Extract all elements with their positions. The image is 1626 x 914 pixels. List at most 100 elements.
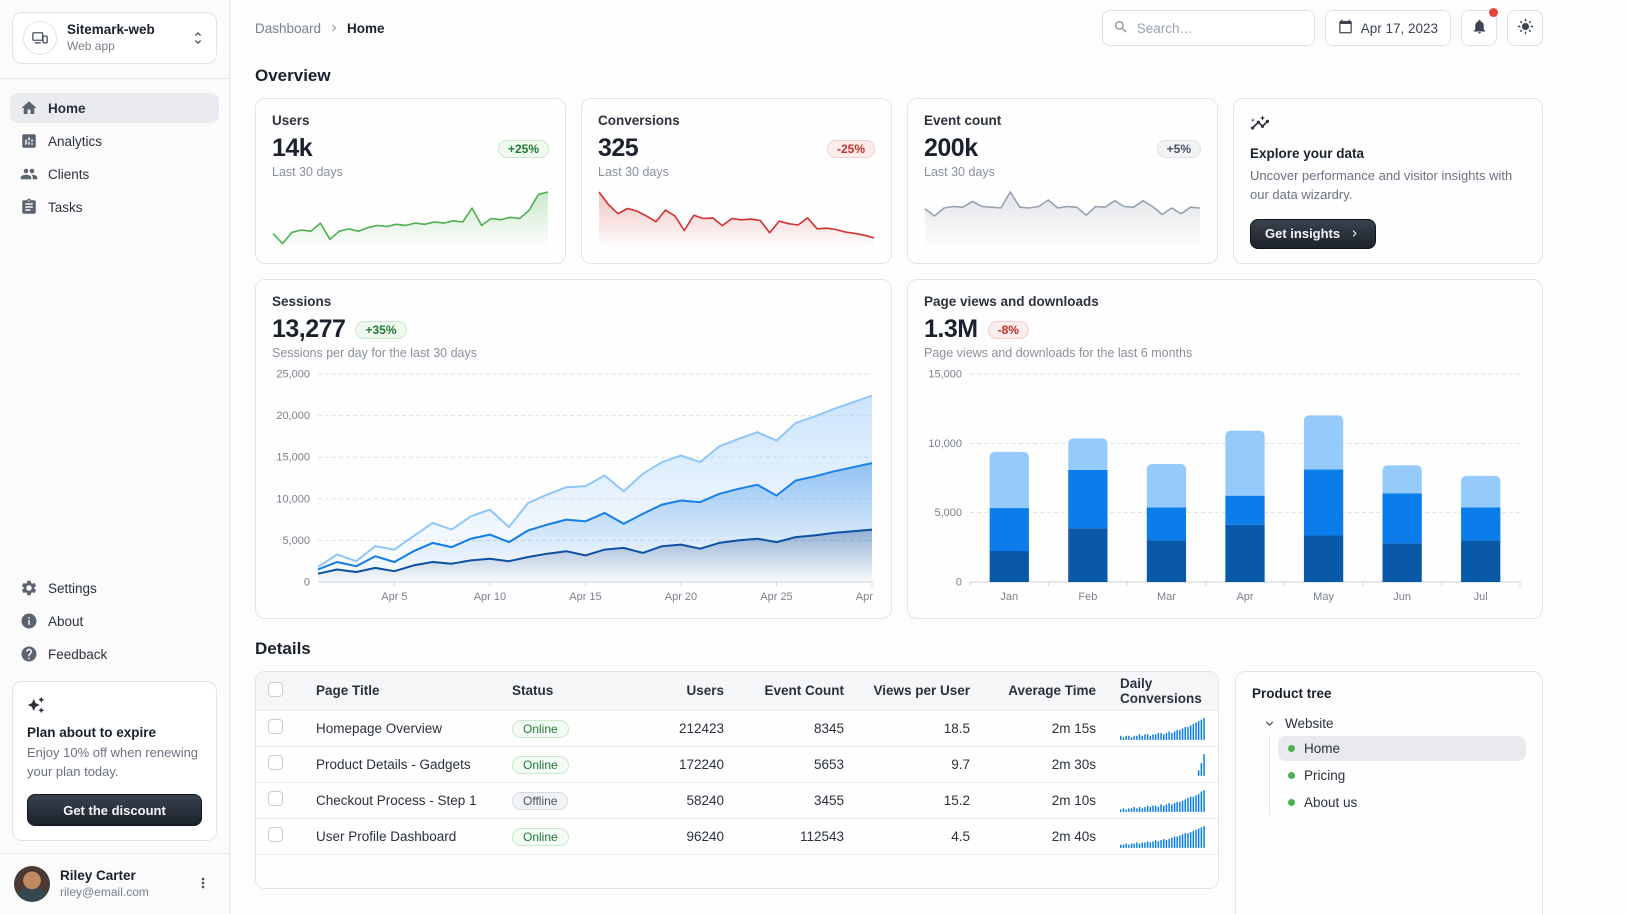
green-dot-icon <box>1288 772 1295 779</box>
col-daily-conversions[interactable]: Daily Conversions <box>1108 672 1218 710</box>
table-row[interactable]: User Profile Dashboard Online 96240 1125… <box>256 817 1218 854</box>
search-box <box>1101 10 1315 46</box>
green-dot-icon <box>1288 745 1295 752</box>
workspace-type: Web app <box>67 38 115 53</box>
col-status[interactable]: Status <box>500 672 596 710</box>
trend-chip: -25% <box>826 139 875 158</box>
sidebar-item-clients[interactable]: Clients <box>10 159 219 189</box>
header-controls: Apr 17, 2023 <box>1101 8 1543 46</box>
explore-body: Uncover performance and visitor insights… <box>1250 168 1513 202</box>
sidebar-item-label: Tasks <box>48 199 83 215</box>
unfold-more-icon <box>190 30 206 46</box>
user-profile-row: Riley Carter riley@email.com <box>0 853 229 914</box>
stat-title: Conversions <box>598 113 680 128</box>
table-row[interactable]: Product Details - Gadgets Online 172240 … <box>256 745 1218 782</box>
pageviews-title: Page views and downloads <box>924 294 1099 309</box>
col-event-count[interactable]: Event Count <box>736 672 856 710</box>
svg-text:Mar: Mar <box>1157 591 1176 603</box>
sessions-subtitle: Sessions per day for the last 30 days <box>272 346 477 360</box>
search-input[interactable] <box>1136 20 1304 36</box>
sidebar-secondary-nav: Settings About Feedback <box>0 559 229 669</box>
sidebar-item-label: Analytics <box>48 133 103 149</box>
user-options-button[interactable] <box>191 872 215 896</box>
sessions-value: 13,277 <box>272 315 346 343</box>
sparkle-icon <box>27 696 202 717</box>
sidebar-item-settings[interactable]: Settings <box>10 573 219 603</box>
stat-title: Event count <box>924 113 1002 128</box>
cell-average-time: 2m 10s <box>982 781 1108 818</box>
user-name: Riley Carter <box>60 868 136 884</box>
help-icon <box>20 645 38 663</box>
charts-row: Sessions 13,277 +35% Sessions per day fo… <box>255 279 1543 619</box>
theme-toggle-button[interactable] <box>1507 10 1543 46</box>
cell-event-count: 8345 <box>736 709 856 746</box>
select-all-checkbox[interactable] <box>268 681 283 697</box>
cell-average-time: 2m 40s <box>982 817 1108 854</box>
svg-text:15,000: 15,000 <box>928 369 962 381</box>
svg-text:10,000: 10,000 <box>928 438 962 450</box>
insights-icon <box>1250 113 1270 136</box>
breadcrumb-dashboard[interactable]: Dashboard <box>255 20 322 36</box>
sidebar-item-tasks[interactable]: Tasks <box>10 192 219 222</box>
col-average-time[interactable]: Average Time <box>982 672 1108 710</box>
table-row[interactable]: Checkout Process - Step 1 Offline 58240 … <box>256 781 1218 818</box>
date-picker-button[interactable]: Apr 17, 2023 <box>1324 10 1451 46</box>
sidebar-item-about[interactable]: About <box>10 606 219 636</box>
user-meta: Riley Carter riley@email.com <box>60 867 181 900</box>
svg-text:Apr: Apr <box>1236 591 1253 603</box>
table-row[interactable]: Homepage Overview Online 212423 8345 18.… <box>256 709 1218 746</box>
col-page-title[interactable]: Page Title <box>304 672 500 710</box>
tree-item-about-us[interactable]: About us <box>1278 790 1526 815</box>
sidebar-item-home[interactable]: Home <box>10 93 219 123</box>
row-checkbox[interactable] <box>268 719 283 734</box>
overview-title: Overview <box>255 66 331 85</box>
stat-card-conversions[interactable]: Conversions 325 -25% Last 30 days <box>581 98 892 264</box>
notifications-button[interactable] <box>1461 8 1498 46</box>
workspace-select[interactable]: Sitemark-web Web app <box>12 12 217 64</box>
product-tree-card: Product tree Website Home Pricing <box>1235 671 1543 914</box>
sessions-chart-card: Sessions 13,277 +35% Sessions per day fo… <box>255 279 892 619</box>
tree-item-home[interactable]: Home <box>1278 736 1526 761</box>
row-checkbox[interactable] <box>268 755 283 770</box>
daily-conversions-sparkline <box>1120 824 1206 849</box>
stat-title: Users <box>272 113 310 128</box>
stat-card-event-count[interactable]: Event count 200k +5% Last 30 days <box>907 98 1218 264</box>
col-views-per-user[interactable]: Views per User <box>856 672 982 710</box>
status-badge: Offline <box>512 791 569 810</box>
avatar <box>14 866 50 902</box>
cell-views-per-user: 9.7 <box>856 745 982 782</box>
svg-text:Apr 5: Apr 5 <box>381 591 407 603</box>
green-dot-icon <box>1288 799 1295 806</box>
stat-interval: Last 30 days <box>598 165 669 179</box>
breadcrumb: Dashboard Home <box>255 21 385 36</box>
tree-item-pricing[interactable]: Pricing <box>1278 763 1526 788</box>
devices-icon <box>23 21 57 55</box>
get-insights-button[interactable]: Get insights <box>1250 218 1377 249</box>
cell-average-time: 2m 15s <box>982 709 1108 746</box>
col-users[interactable]: Users <box>596 672 736 710</box>
daily-conversions-sparkline <box>1120 752 1206 776</box>
sidebar-item-feedback[interactable]: Feedback <box>10 639 219 669</box>
svg-text:Jan: Jan <box>1000 591 1018 603</box>
tree-node-website[interactable]: Website <box>1252 711 1526 736</box>
main-content: Dashboard Home Apr 17, 2023 <box>230 0 1626 914</box>
stat-card-users[interactable]: Users 14k +25% Last 30 days <box>255 98 566 264</box>
pageviews-subtitle: Page views and downloads for the last 6 … <box>924 346 1193 360</box>
explore-title: Explore your data <box>1250 146 1365 161</box>
stat-value: 14k <box>272 134 313 162</box>
product-tree-title: Product tree <box>1252 686 1332 701</box>
row-checkbox[interactable] <box>268 827 283 843</box>
sidebar-item-analytics[interactable]: Analytics <box>10 126 219 156</box>
row-checkbox[interactable] <box>268 791 283 806</box>
daily-conversions-sparkline <box>1120 716 1206 740</box>
plan-body: Enjoy 10% off when renewing your plan to… <box>27 745 199 780</box>
status-badge: Online <box>512 719 569 738</box>
status-badge: Online <box>512 755 569 774</box>
cell-average-time: 2m 30s <box>982 745 1108 782</box>
get-discount-button[interactable]: Get the discount <box>27 794 202 826</box>
clipboard-icon <box>20 198 38 216</box>
home-icon <box>20 99 38 117</box>
top-bar: Dashboard Home Apr 17, 2023 <box>255 0 1543 46</box>
ellipsis-vertical-icon <box>195 875 211 894</box>
explore-data-card: Explore your data Uncover performance an… <box>1233 98 1543 264</box>
